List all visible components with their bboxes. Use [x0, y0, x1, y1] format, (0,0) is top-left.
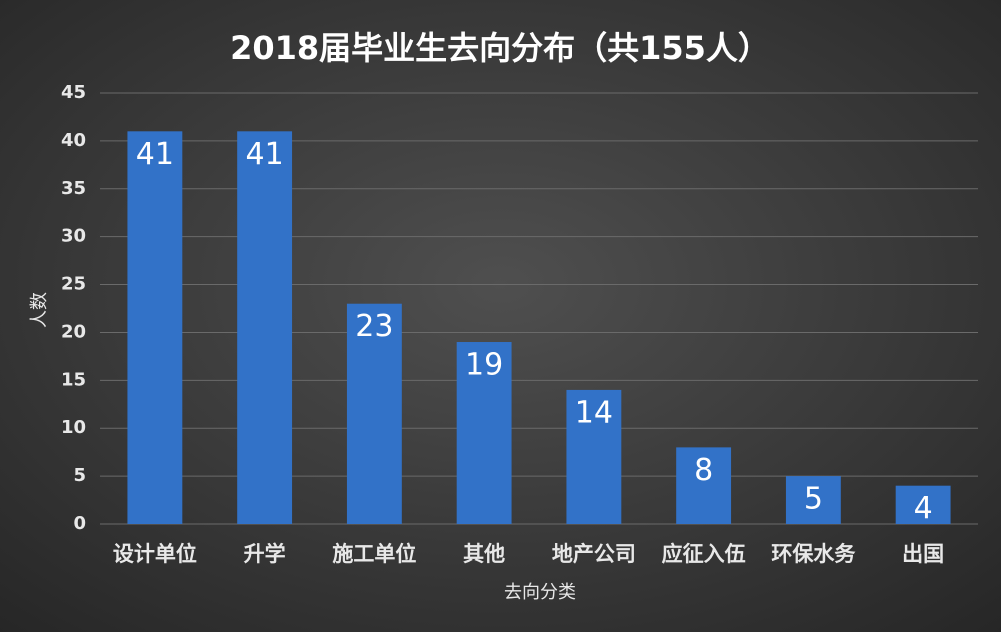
bar: [566, 389, 622, 524]
chart-title: 2018届毕业生去向分布（共155人）: [230, 29, 770, 67]
data-label: 5: [804, 482, 823, 517]
data-label: 41: [246, 137, 284, 172]
y-tick-label: 30: [61, 226, 86, 247]
x-tick-label: 升学: [244, 542, 286, 566]
y-tick-label: 10: [61, 417, 86, 438]
bar: [127, 131, 183, 525]
x-tick-label: 出国: [902, 542, 944, 566]
data-label: 14: [575, 395, 613, 430]
x-tick-label: 其他: [463, 542, 505, 566]
y-tick-label: 15: [61, 369, 86, 390]
x-tick-label: 环保水务: [771, 542, 856, 566]
x-tick-label: 应征入伍: [662, 542, 746, 566]
bar: [785, 476, 841, 524]
y-tick-label: 35: [61, 178, 86, 199]
bar: [676, 447, 732, 524]
y-tick-label: 5: [73, 465, 86, 486]
x-tick-label: 设计单位: [113, 542, 197, 566]
y-tick-label: 45: [61, 82, 86, 103]
data-label: 8: [694, 453, 713, 488]
bar: [346, 303, 402, 524]
y-axis-label: 人数: [29, 292, 50, 328]
data-label: 23: [355, 309, 393, 344]
data-label: 19: [465, 348, 503, 383]
y-tick-label: 25: [61, 274, 86, 295]
data-label: 4: [914, 491, 933, 526]
y-tick-label: 40: [61, 130, 86, 151]
bar: [237, 131, 293, 525]
x-tick-label: 地产公司: [552, 542, 636, 566]
y-tick-label: 20: [61, 321, 86, 342]
data-label: 41: [136, 137, 174, 172]
x-tick-label: 施工单位: [332, 542, 416, 566]
bar: [456, 342, 512, 524]
y-tick-label: 0: [73, 513, 86, 534]
x-axis-label: 去向分类: [504, 582, 576, 603]
bar: [895, 485, 951, 524]
